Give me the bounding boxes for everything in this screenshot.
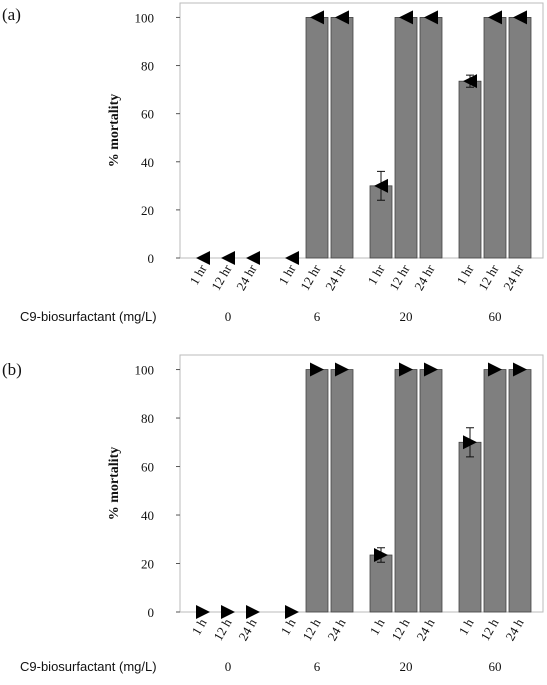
marker bbox=[335, 362, 349, 377]
bar bbox=[394, 17, 418, 259]
bar bbox=[419, 17, 443, 259]
x-tick-label: 24 h bbox=[324, 616, 349, 644]
marker bbox=[513, 10, 527, 25]
marker bbox=[285, 251, 299, 265]
x-axis-title: C9-biosurfactant (mg/L) bbox=[20, 659, 157, 674]
plot-frame bbox=[179, 354, 544, 613]
marker bbox=[463, 435, 477, 450]
marker bbox=[488, 362, 502, 377]
y-tick-label: 60 bbox=[141, 107, 154, 122]
x-tick-label: 1 hr bbox=[186, 261, 210, 287]
x-tick-label: 12 hr bbox=[475, 261, 502, 293]
marker bbox=[424, 362, 438, 377]
panel-label: (b) bbox=[2, 360, 22, 379]
marker bbox=[399, 362, 413, 377]
group-label: 6 bbox=[314, 309, 321, 324]
y-tick-label: 100 bbox=[135, 363, 155, 378]
group-label: 60 bbox=[489, 309, 502, 324]
x-tick-label: 12 hr bbox=[297, 261, 324, 293]
x-tick-label: 1 hr bbox=[453, 261, 477, 287]
x-tick-label: 1 hr bbox=[275, 261, 299, 287]
y-tick-label: 20 bbox=[141, 203, 154, 218]
marker bbox=[246, 251, 260, 265]
x-axis-title: C9-biosurfactant (mg/L) bbox=[20, 309, 157, 324]
x-tick-label: 12 hr bbox=[386, 261, 413, 293]
x-tick-label: 24 h bbox=[502, 616, 527, 644]
y-tick-label: 0 bbox=[148, 251, 155, 266]
y-tick-label: 60 bbox=[141, 460, 154, 475]
marker bbox=[463, 74, 477, 89]
marker bbox=[221, 605, 235, 619]
group-label: 20 bbox=[400, 659, 413, 674]
bar bbox=[305, 369, 329, 613]
marker bbox=[285, 605, 299, 619]
x-tick-label: 24 hr bbox=[411, 261, 438, 293]
bar bbox=[458, 441, 482, 613]
bar bbox=[394, 369, 418, 613]
bar bbox=[330, 17, 354, 259]
y-tick-label: 80 bbox=[141, 411, 154, 426]
x-tick-label: 1 hr bbox=[364, 261, 388, 287]
y-axis-label: % mortality bbox=[107, 447, 122, 520]
marker bbox=[196, 251, 210, 265]
x-tick-label: 1 h bbox=[366, 616, 387, 638]
bar bbox=[483, 17, 507, 259]
bar bbox=[508, 17, 532, 259]
y-tick-label: 0 bbox=[148, 605, 155, 620]
y-axis-label: % mortality bbox=[107, 94, 122, 167]
group-label: 20 bbox=[400, 309, 413, 324]
bar bbox=[369, 554, 393, 613]
x-tick-label: 12 h bbox=[210, 616, 235, 644]
marker bbox=[374, 178, 388, 193]
marker bbox=[310, 10, 324, 25]
x-tick-label: 1 h bbox=[277, 616, 298, 638]
bar bbox=[419, 369, 443, 613]
group-label: 6 bbox=[314, 659, 321, 674]
x-tick-label: 12 h bbox=[388, 616, 413, 644]
x-tick-label: 1 h bbox=[188, 616, 209, 638]
x-tick-label: 12 h bbox=[477, 616, 502, 644]
x-tick-label: 24 h bbox=[413, 616, 438, 644]
bar bbox=[330, 369, 354, 613]
x-tick-label: 24 hr bbox=[233, 261, 260, 293]
marker bbox=[310, 362, 324, 377]
x-tick-label: 1 h bbox=[455, 616, 476, 638]
plot-frame bbox=[179, 2, 544, 259]
group-label: 0 bbox=[225, 309, 232, 324]
marker bbox=[196, 605, 210, 619]
y-tick-label: 40 bbox=[141, 155, 154, 170]
marker bbox=[221, 251, 235, 265]
marker bbox=[246, 605, 260, 619]
marker bbox=[374, 548, 388, 563]
panel-label: (a) bbox=[2, 5, 21, 24]
y-tick-label: 40 bbox=[141, 508, 154, 523]
y-tick-label: 20 bbox=[141, 557, 154, 572]
bar bbox=[508, 369, 532, 613]
group-label: 60 bbox=[489, 659, 502, 674]
group-label: 0 bbox=[225, 659, 232, 674]
marker bbox=[335, 10, 349, 25]
x-tick-label: 12 hr bbox=[208, 261, 235, 293]
y-tick-label: 80 bbox=[141, 59, 154, 74]
x-tick-label: 24 hr bbox=[500, 261, 527, 293]
y-tick-label: 100 bbox=[135, 10, 155, 25]
marker bbox=[513, 362, 527, 377]
x-tick-label: 24 hr bbox=[322, 261, 349, 293]
marker bbox=[399, 10, 413, 25]
marker bbox=[424, 10, 438, 25]
x-tick-label: 12 h bbox=[299, 616, 324, 644]
bar bbox=[483, 369, 507, 613]
bar bbox=[458, 80, 482, 259]
x-tick-label: 24 h bbox=[235, 616, 260, 644]
marker bbox=[488, 10, 502, 25]
bar bbox=[305, 17, 329, 259]
